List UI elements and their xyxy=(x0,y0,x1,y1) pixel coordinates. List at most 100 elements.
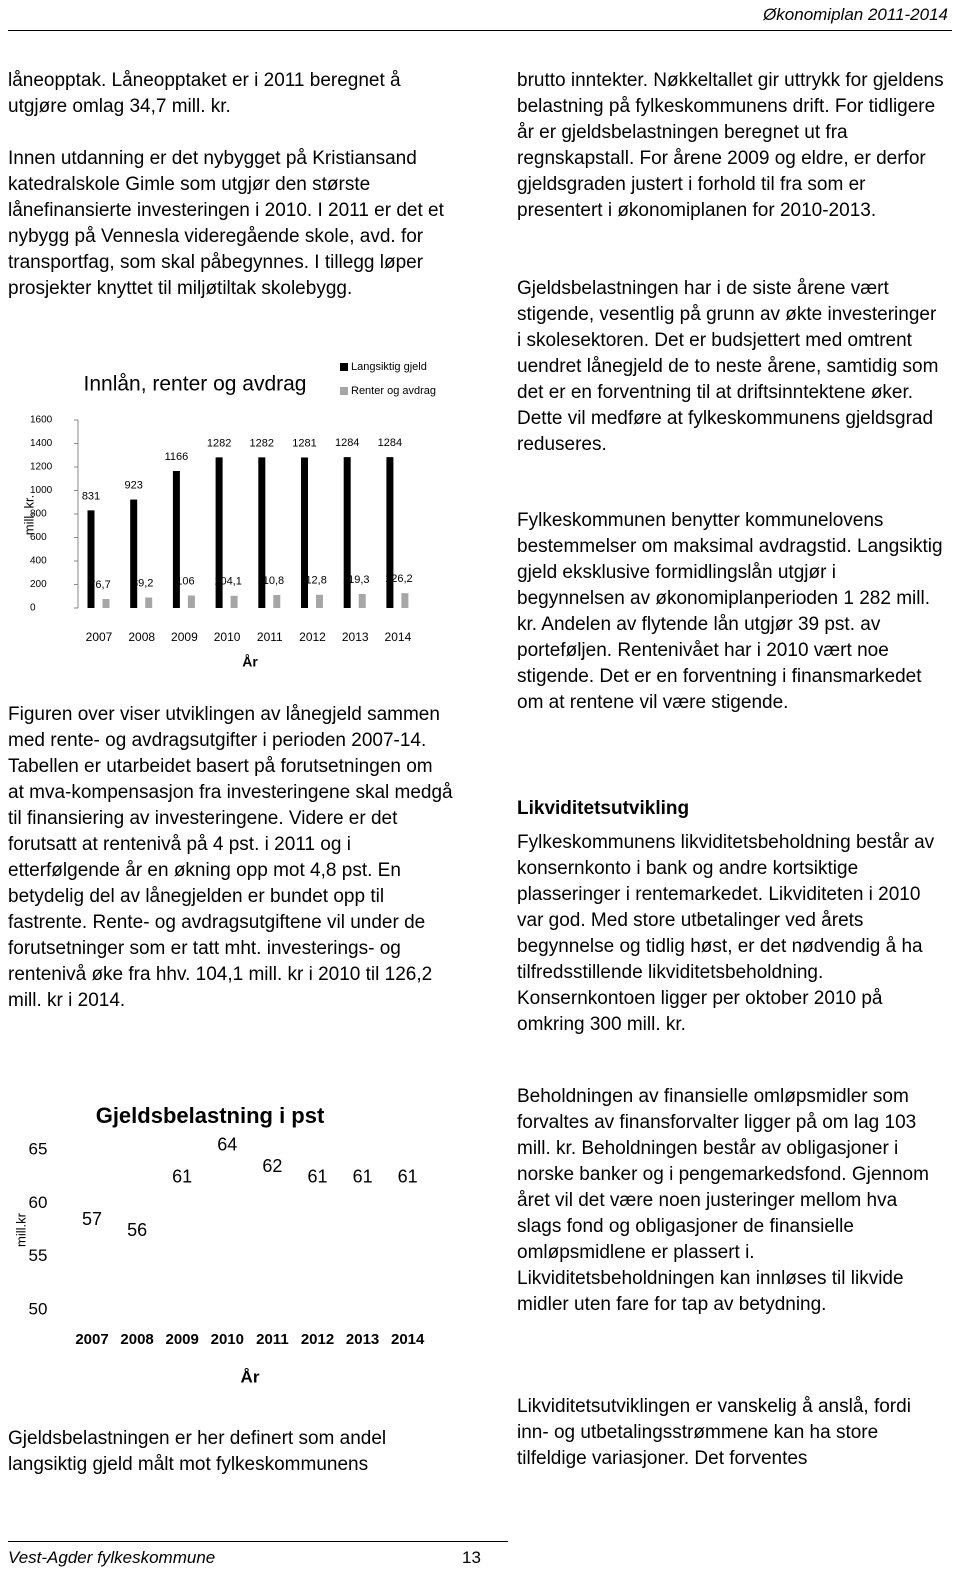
paragraph: Beholdningen av finansielle omløpsmidler… xyxy=(517,1086,929,1315)
x-tick-label: 2008 xyxy=(128,630,155,644)
chart-title: Gjeldsbelastning i pst xyxy=(96,1103,325,1128)
y-tick-label: 60 xyxy=(29,1193,48,1212)
bar xyxy=(172,470,180,608)
data-label: 57 xyxy=(82,1209,102,1229)
bar xyxy=(273,594,281,608)
bar xyxy=(87,510,95,608)
data-label: 61 xyxy=(353,1166,373,1186)
data-label: 1166 xyxy=(165,451,189,463)
chart-title: Innlån, renter og avdrag xyxy=(84,373,307,396)
footer-organization: Vest-Agder fylkeskommune xyxy=(8,1548,216,1567)
paragraph: brutto inntekter. Nøkkeltallet gir uttry… xyxy=(517,70,944,221)
paragraph: Figuren over viser utviklingen av lånegj… xyxy=(8,704,453,1011)
data-label: 126,2 xyxy=(385,573,413,585)
data-label: 923 xyxy=(125,479,143,491)
paragraph: Gjeldsbelastningen er her definert som a… xyxy=(8,1428,387,1475)
data-label: 1284 xyxy=(378,437,402,449)
heading: Likviditetsutvikling xyxy=(517,798,690,819)
y-tick-label: 800 xyxy=(30,509,47,520)
y-axis-label: mill.kr xyxy=(13,1212,28,1247)
data-label: 119,3 xyxy=(343,574,370,586)
y-tick-label: 1200 xyxy=(30,462,53,473)
y-tick-label: 1400 xyxy=(30,438,53,449)
data-label: 61 xyxy=(307,1166,327,1186)
y-tick-label: 200 xyxy=(30,579,47,590)
paragraph: Fylkeskommunen benytter kommunelovens be… xyxy=(517,510,943,713)
x-tick-label: 2014 xyxy=(385,630,412,644)
bar xyxy=(215,457,223,608)
x-axis-label: År xyxy=(242,654,258,670)
x-tick-label: 2014 xyxy=(391,1331,425,1348)
y-tick-label: 1600 xyxy=(30,415,53,426)
x-tick-label: 2010 xyxy=(214,630,241,644)
y-tick-label: 600 xyxy=(30,532,47,543)
data-label: 104,1 xyxy=(214,576,242,588)
data-label: 62 xyxy=(262,1156,282,1176)
data-label: 76,7 xyxy=(89,579,110,591)
bar xyxy=(260,1182,285,1310)
paragraph: Innen utdanning er det nybygget på Krist… xyxy=(8,148,444,299)
y-tick-label: 0 xyxy=(30,603,36,614)
legend-label: Renter og avdrag xyxy=(351,385,436,397)
y-tick-label: 400 xyxy=(30,556,47,567)
bar xyxy=(343,457,351,608)
chart: Innlån, renter og avdrag mill. kr. År 0 200 4… xyxy=(21,361,436,670)
bar xyxy=(301,457,308,608)
footer-rule xyxy=(8,1541,508,1542)
bar xyxy=(145,597,153,608)
x-tick-label: 2011 xyxy=(256,1331,289,1348)
bar xyxy=(386,457,394,608)
x-tick-label: 2009 xyxy=(166,1331,199,1348)
data-label: 1281 xyxy=(292,437,316,449)
legend-swatch xyxy=(340,387,348,395)
y-tick-label: 50 xyxy=(29,1299,48,1318)
bar xyxy=(358,593,366,608)
data-label: 61 xyxy=(398,1166,418,1186)
bar xyxy=(401,593,409,608)
x-tick-label: 2011 xyxy=(257,630,283,644)
bar xyxy=(125,1246,150,1310)
bar xyxy=(170,1192,195,1310)
bar xyxy=(350,1192,375,1310)
bar xyxy=(316,594,323,608)
x-tick-label: 2007 xyxy=(75,1331,108,1348)
data-label: 89,2 xyxy=(132,577,153,589)
data-label: 112,8 xyxy=(300,575,327,587)
bar xyxy=(230,595,238,608)
x-tick-label: 2008 xyxy=(120,1331,153,1348)
bar xyxy=(395,1192,420,1310)
page-number: 13 xyxy=(462,1548,481,1567)
data-label: 56 xyxy=(127,1220,147,1240)
header-rule xyxy=(8,30,952,31)
x-tick-label: 2013 xyxy=(342,630,369,644)
data-label: 1282 xyxy=(207,437,231,449)
y-tick-label: 65 xyxy=(29,1139,48,1158)
y-tick-label: 1000 xyxy=(30,485,53,496)
x-tick-label: 2009 xyxy=(171,630,198,644)
bar xyxy=(130,499,138,608)
data-label: 106 xyxy=(176,575,194,587)
chart: Gjeldsbelastning i pst mill.kr År 50 55 60 65 2… xyxy=(13,1103,425,1387)
data-label: 831 xyxy=(82,490,100,502)
legend-swatch xyxy=(340,363,348,371)
data-label: 110,8 xyxy=(257,575,284,587)
header-title: Økonomiplan 2011-2014 xyxy=(763,5,948,24)
paragraph: Gjeldsbelastningen har i de siste årene … xyxy=(517,278,939,455)
y-tick-label: 55 xyxy=(29,1246,48,1265)
bar xyxy=(215,1160,240,1310)
data-label: 1284 xyxy=(335,437,359,449)
bar xyxy=(187,595,195,608)
data-label: 64 xyxy=(217,1134,237,1154)
paragraph: låneopptak. Låneopptaket er i 2011 bereg… xyxy=(8,70,401,117)
data-label: 1282 xyxy=(250,437,274,449)
bar xyxy=(305,1192,330,1310)
y-axis-label: mill. kr. xyxy=(21,495,36,535)
paragraph: Likviditetsutviklingen er vanskelig å an… xyxy=(517,1396,911,1469)
legend-label: Langsiktig gjeld xyxy=(351,361,427,373)
paragraph: Fylkeskommunens likviditetsbeholdning be… xyxy=(517,832,935,1035)
bar xyxy=(80,1235,104,1310)
bar xyxy=(102,598,110,608)
bar xyxy=(258,457,266,608)
x-axis-label: År xyxy=(241,1367,260,1386)
